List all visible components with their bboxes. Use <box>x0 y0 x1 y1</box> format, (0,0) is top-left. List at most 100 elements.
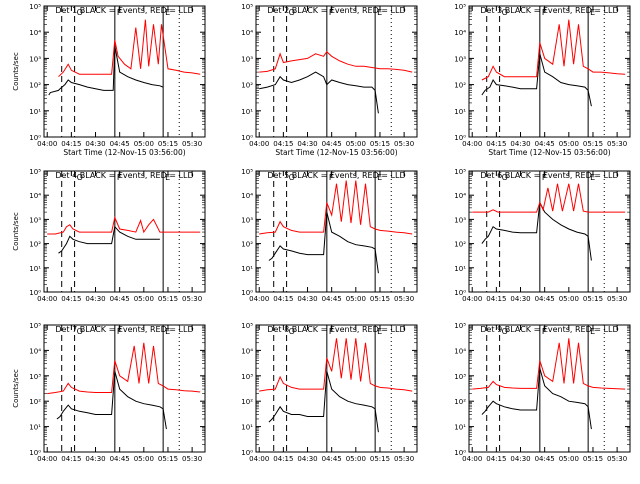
y-tick-label: 10¹ <box>29 108 41 116</box>
x-tick-label: 04:15 <box>486 295 506 303</box>
series-line-events <box>481 368 592 430</box>
series-line-events <box>58 225 160 254</box>
series-line-events <box>481 200 592 261</box>
y-tick-label: 10⁴ <box>454 29 466 37</box>
chart-panel-4: O F E 10⁰ 10¹ 10² 10³ 10⁴ 10⁵ 04:00 04:15 04:30 04:4… <box>12 168 206 303</box>
y-tick-label: 10¹ <box>241 265 253 273</box>
x-tick-label: 04:45 <box>322 295 342 303</box>
x-tick-label: 04:45 <box>110 295 130 303</box>
series-line-lld <box>259 180 413 235</box>
chart-panel-9: O F E 10⁰ 10¹ 10² 10³ 10⁴ 10⁵ 04:00 04:15 04:30 04:4… <box>454 322 631 463</box>
y-tick-label: 10³ <box>454 55 466 63</box>
corner-mark: F <box>542 327 547 336</box>
y-tick-label: 10² <box>241 241 253 249</box>
x-tick-label: 05:00 <box>134 295 154 303</box>
y-tick-label: 10⁴ <box>241 347 253 355</box>
y-tick-label: 10¹ <box>454 424 466 432</box>
corner-mark: F <box>117 327 122 336</box>
x-tick-label: 05:00 <box>559 295 579 303</box>
x-tick-label: 05:15 <box>583 455 603 463</box>
y-tick-label: 10⁵ <box>241 3 253 11</box>
y-tick-label: 10¹ <box>454 265 466 273</box>
x-tick-label: 04:30 <box>510 140 530 148</box>
x-tick-label: 04:00 <box>249 140 269 148</box>
corner-mark: O <box>77 327 83 336</box>
x-tick-label: 05:15 <box>158 140 178 148</box>
x-axis-label: Start Time (12-Nov-15 03:56:00) <box>488 148 610 157</box>
x-tick-label: 05:30 <box>182 455 202 463</box>
x-tick-label: 04:30 <box>297 140 317 148</box>
x-tick-label: 04:00 <box>37 455 57 463</box>
corner-mark: O <box>77 8 83 17</box>
series-line-lld <box>259 338 413 392</box>
x-tick-label: 05:15 <box>370 455 390 463</box>
plot-frame <box>255 5 418 138</box>
series-line-lld <box>259 50 413 73</box>
x-tick-label: 04:00 <box>462 140 482 148</box>
corner-mark: E <box>165 327 170 336</box>
plot-frame <box>468 170 631 293</box>
x-tick-label: 04:00 <box>462 455 482 463</box>
series-line-events <box>56 371 167 430</box>
x-tick-label: 04:00 <box>37 140 57 148</box>
y-tick-label: 10⁴ <box>241 29 253 37</box>
plot-frame <box>255 170 418 293</box>
x-tick-label: 04:15 <box>273 295 293 303</box>
corner-mark: O <box>289 8 295 17</box>
x-tick-label: 04:30 <box>85 455 105 463</box>
x-tick-label: 04:30 <box>85 295 105 303</box>
corner-mark: E <box>165 173 170 182</box>
x-tick-label: 04:15 <box>486 455 506 463</box>
x-tick-label: 04:00 <box>37 295 57 303</box>
x-tick-label: 04:30 <box>510 455 530 463</box>
series-line-events <box>481 53 592 107</box>
plot-frame <box>43 324 206 453</box>
x-tick-label: 05:30 <box>607 295 627 303</box>
x-tick-label: 05:15 <box>583 140 603 148</box>
x-tick-label: 05:00 <box>346 140 366 148</box>
y-tick-label: 10¹ <box>241 108 253 116</box>
x-tick-label: 05:30 <box>394 140 414 148</box>
x-tick-label: 04:15 <box>486 140 506 148</box>
chart-title: Det 4 BLACK = Events, RED = LLD <box>55 171 193 180</box>
y-tick-label: 10² <box>241 82 253 90</box>
chart-title: Det 7 BLACK = Events, RED = LLD <box>55 325 193 334</box>
y-tick-label: 10² <box>29 82 41 90</box>
y-tick-label: 10³ <box>29 55 41 63</box>
y-tick-label: 10² <box>454 241 466 249</box>
y-tick-label: 10³ <box>241 216 253 224</box>
corner-mark: E <box>590 8 595 17</box>
x-tick-label: 04:45 <box>535 140 555 148</box>
x-axis-label: Start Time (12-Nov-15 03:56:00) <box>63 148 185 157</box>
chart-title: Det 1 BLACK = Events, RED = LLD <box>55 6 193 15</box>
x-tick-label: 04:45 <box>322 455 342 463</box>
y-tick-label: 10¹ <box>454 108 466 116</box>
corner-mark: E <box>377 8 382 17</box>
y-axis-label: Counts/sec <box>12 52 20 91</box>
x-tick-label: 04:45 <box>110 455 130 463</box>
corner-mark: F <box>117 173 122 182</box>
corner-mark: O <box>502 327 508 336</box>
series-line-lld <box>472 183 626 213</box>
x-tick-label: 04:30 <box>297 455 317 463</box>
corner-mark: O <box>289 327 295 336</box>
x-tick-label: 04:45 <box>322 140 342 148</box>
chart-panel-2: O F E 10⁰ 10¹ 10² 10³ 10⁴ 10⁵ 04:00 04:15 04:30 04:4… <box>241 3 418 157</box>
x-tick-label: 05:30 <box>182 295 202 303</box>
y-tick-label: 10⁰ <box>241 449 253 457</box>
x-tick-label: 05:30 <box>394 455 414 463</box>
y-tick-label: 10⁴ <box>29 29 41 37</box>
chart-title: Det 2 BLACK = Events, RED = LLD <box>267 6 405 15</box>
series-line-lld <box>47 215 201 235</box>
chart-panel-6: O F E 10⁰ 10¹ 10² 10³ 10⁴ 10⁵ 04:00 04:15 04:30 04:4… <box>454 168 631 303</box>
series-line-events <box>48 45 164 96</box>
plot-frame <box>468 5 631 138</box>
x-tick-label: 05:00 <box>346 295 366 303</box>
x-tick-label: 05:30 <box>394 295 414 303</box>
y-tick-label: 10⁴ <box>241 192 253 200</box>
y-tick-label: 10⁵ <box>29 168 41 176</box>
corner-mark: E <box>377 173 382 182</box>
series-line-lld <box>481 19 626 81</box>
chart-title: Det 3 BLACK = Events, RED = LLD <box>480 6 618 15</box>
chart-title: Det 6 BLACK = Events, RED = LLD <box>480 171 618 180</box>
